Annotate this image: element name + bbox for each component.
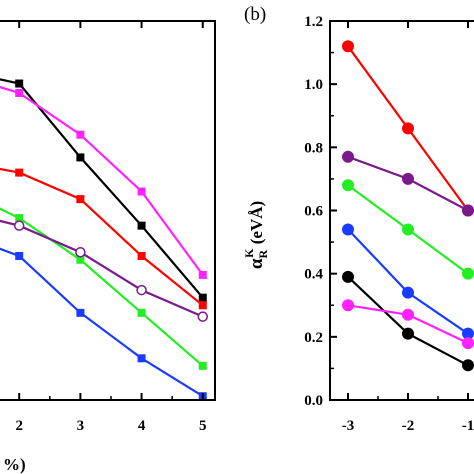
panel-a-series-purple-point bbox=[136, 284, 147, 296]
panel-b-y-axis-label-symbol: α bbox=[246, 258, 267, 269]
panel-b-series-blue-point bbox=[342, 223, 354, 236]
panel-a-series-red-point bbox=[15, 168, 24, 177]
panel-a-series-black-point bbox=[198, 293, 207, 302]
panel-b-x-tick-label: -3 bbox=[342, 418, 355, 434]
panel-a-series-red-point bbox=[137, 251, 146, 260]
panel-a-series-purple-point bbox=[13, 220, 25, 231]
panel-a-series-magenta-point bbox=[76, 130, 85, 139]
panel-b-series-blue-point bbox=[462, 327, 474, 340]
panel-b-series-red-point bbox=[402, 122, 414, 135]
panel-b-series-magenta-point bbox=[462, 337, 474, 350]
panel-a-ticks: 2 3 4 5 bbox=[15, 21, 207, 434]
panel-a-series-magenta-point bbox=[137, 187, 146, 196]
panel-b-y-axis-label: αRK (eVÅ) bbox=[242, 201, 270, 269]
panel-b-series-purple-point bbox=[342, 150, 354, 163]
panel-b-series-purple-point bbox=[462, 204, 474, 217]
panel-a-series-green-point bbox=[137, 308, 146, 317]
panel-b-label: (b) bbox=[244, 4, 266, 25]
panel-b-series-red-point bbox=[342, 40, 354, 53]
panel-a-series-blue-point bbox=[76, 308, 85, 317]
panel-b-x-tick-label: -2 bbox=[402, 418, 415, 434]
panel-a-series bbox=[0, 78, 209, 401]
panel-a-frame bbox=[0, 20, 216, 401]
panel-a-series-black-point bbox=[137, 221, 146, 230]
panel-a-x-tick-label: 5 bbox=[199, 418, 207, 434]
panel-b-series-green-point bbox=[402, 223, 414, 236]
panel-b-series-purple-point bbox=[402, 172, 414, 185]
panel-b-series-magenta-point bbox=[342, 299, 354, 312]
panel-b-series bbox=[342, 40, 474, 372]
panel-b-series-black-point bbox=[342, 270, 354, 283]
panel-a: 2 3 4 5 %) bbox=[0, 20, 216, 474]
panel-a-x-tick-label: 2 bbox=[15, 418, 23, 434]
panel-a-series-magenta-point bbox=[15, 89, 24, 98]
panel-b-ticks: -3 -2 -1 0.0 0.2 0.4 0.6 0.8 1.0 1.2 bbox=[304, 14, 474, 434]
panel-a-plot-frame bbox=[0, 20, 216, 401]
panel-b-y-axis-label-sup: K bbox=[242, 248, 256, 258]
panel-b-series-black-point bbox=[462, 359, 474, 372]
panel-b-series-green-point bbox=[462, 267, 474, 280]
panel-b-series-magenta-point bbox=[402, 308, 414, 321]
panel-b-y-tick-label: 0.6 bbox=[304, 204, 323, 220]
panel-a-series-magenta-point bbox=[198, 270, 207, 279]
panel-b-y-tick-label: 1.2 bbox=[304, 14, 323, 30]
panel-b-series-blue-point bbox=[402, 286, 414, 299]
panel-b-y-tick-label: 0.2 bbox=[304, 330, 323, 346]
panel-a-x-tick-label: 3 bbox=[77, 418, 85, 434]
panel-b-y-axis-label-sub: R bbox=[256, 250, 270, 259]
panel-b-series-black-point bbox=[402, 327, 414, 340]
panel-b-y-tick-label: 0.0 bbox=[304, 393, 323, 409]
panel-a-series-black-point bbox=[76, 153, 85, 162]
panel-b-y-tick-label: 1.0 bbox=[304, 77, 323, 93]
panel-a-series-green-point bbox=[198, 361, 207, 370]
panel-a-x-tick-label: 4 bbox=[138, 418, 146, 434]
panel-a-series-blue-point bbox=[15, 251, 24, 260]
panel-a-series-blue-point bbox=[137, 354, 146, 363]
panel-a-series-green-point bbox=[15, 214, 24, 223]
panel-a-series-red-point bbox=[198, 301, 207, 310]
panel-b: (b) -3 -2 -1 0.0 0.2 0.4 0.6 0.8 1.0 1.2 αRK (eVÅ… bbox=[242, 4, 474, 434]
panel-a-series-green-point bbox=[76, 255, 85, 264]
panel-b-y-tick-label: 0.4 bbox=[304, 267, 323, 283]
panel-b-series-green-point bbox=[342, 179, 354, 192]
panel-a-series-black-point bbox=[15, 79, 24, 88]
panel-a-series-red-point bbox=[76, 195, 85, 204]
panel-b-x-tick-label: -1 bbox=[462, 418, 474, 434]
panel-a-series-purple-point bbox=[75, 246, 86, 258]
panel-b-y-axis-label-units: (eVÅ) bbox=[247, 201, 266, 249]
panel-a-series-purple-point bbox=[197, 311, 209, 322]
panel-b-y-tick-label: 0.8 bbox=[304, 140, 323, 156]
panel-a-x-axis-label: %) bbox=[3, 455, 26, 474]
